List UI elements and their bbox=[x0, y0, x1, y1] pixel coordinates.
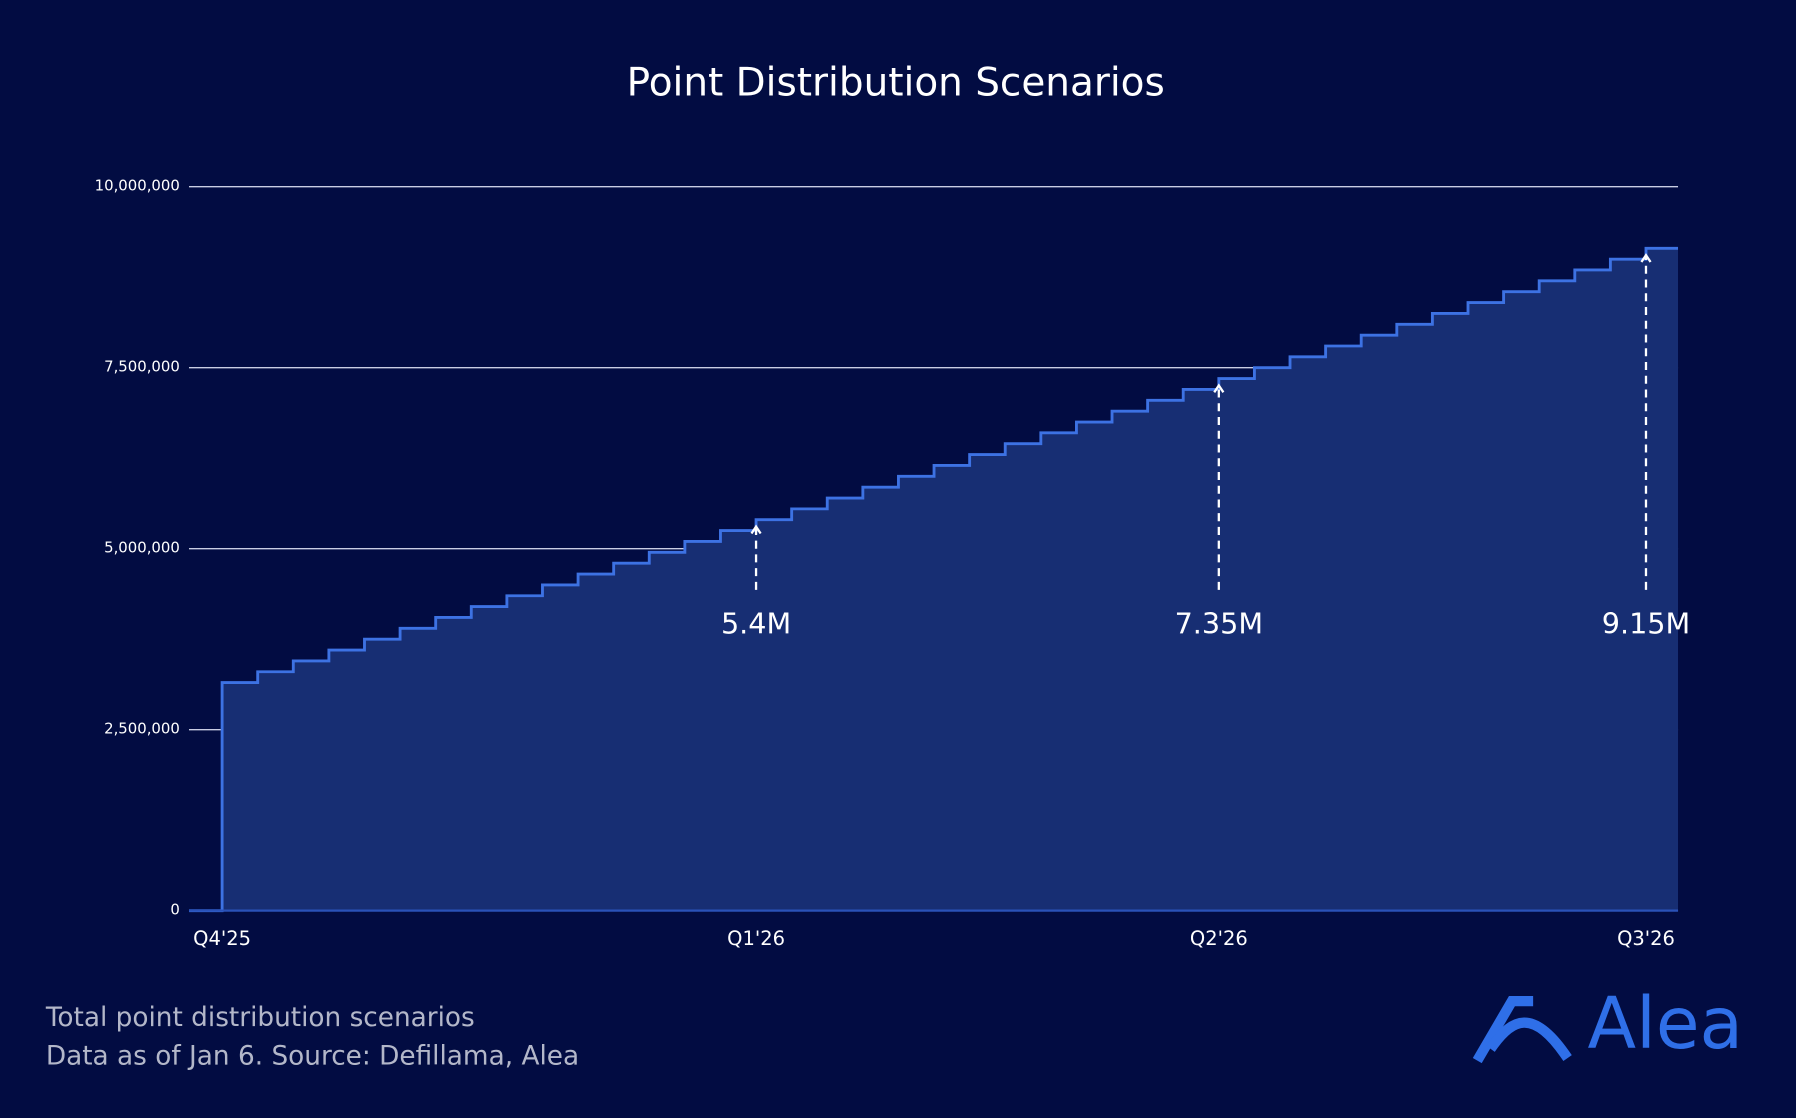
y-tick-label: 5,000,000 bbox=[104, 539, 180, 557]
annotation-label: 5.4M bbox=[721, 606, 791, 640]
footer-note: Total point distribution scenarios bbox=[45, 1003, 475, 1033]
chart-title: Point Distribution Scenarios bbox=[627, 60, 1165, 105]
logo-swoosh bbox=[1486, 1017, 1572, 1061]
annotation-arrowhead bbox=[1640, 253, 1652, 263]
annotation-label: 7.35M bbox=[1175, 606, 1263, 640]
footer-source: Data as of Jan 6. Source: Defillama, Ale… bbox=[46, 1042, 579, 1072]
logo-stroke bbox=[1472, 995, 1534, 1064]
y-tick-label: 0 bbox=[170, 901, 179, 919]
y-tick-label: 10,000,000 bbox=[95, 177, 180, 195]
y-tick-label: 2,500,000 bbox=[104, 720, 180, 738]
logo-text: Alea bbox=[1588, 982, 1744, 1065]
annotation-arrowhead bbox=[1213, 383, 1225, 393]
annotation-arrowhead bbox=[750, 524, 762, 535]
x-tick-label: Q1'26 bbox=[727, 927, 785, 950]
x-tick-label: Q4'25 bbox=[193, 927, 251, 950]
x-tick-label: Q2'26 bbox=[1190, 927, 1248, 950]
area bbox=[188, 248, 1679, 911]
annotation-label: 9.15M bbox=[1602, 606, 1690, 640]
step-line bbox=[188, 246, 1679, 913]
logo-icon bbox=[1472, 995, 1572, 1064]
y-tick-label: 7,500,000 bbox=[104, 358, 180, 376]
x-tick-label: Q3'26 bbox=[1617, 927, 1675, 950]
